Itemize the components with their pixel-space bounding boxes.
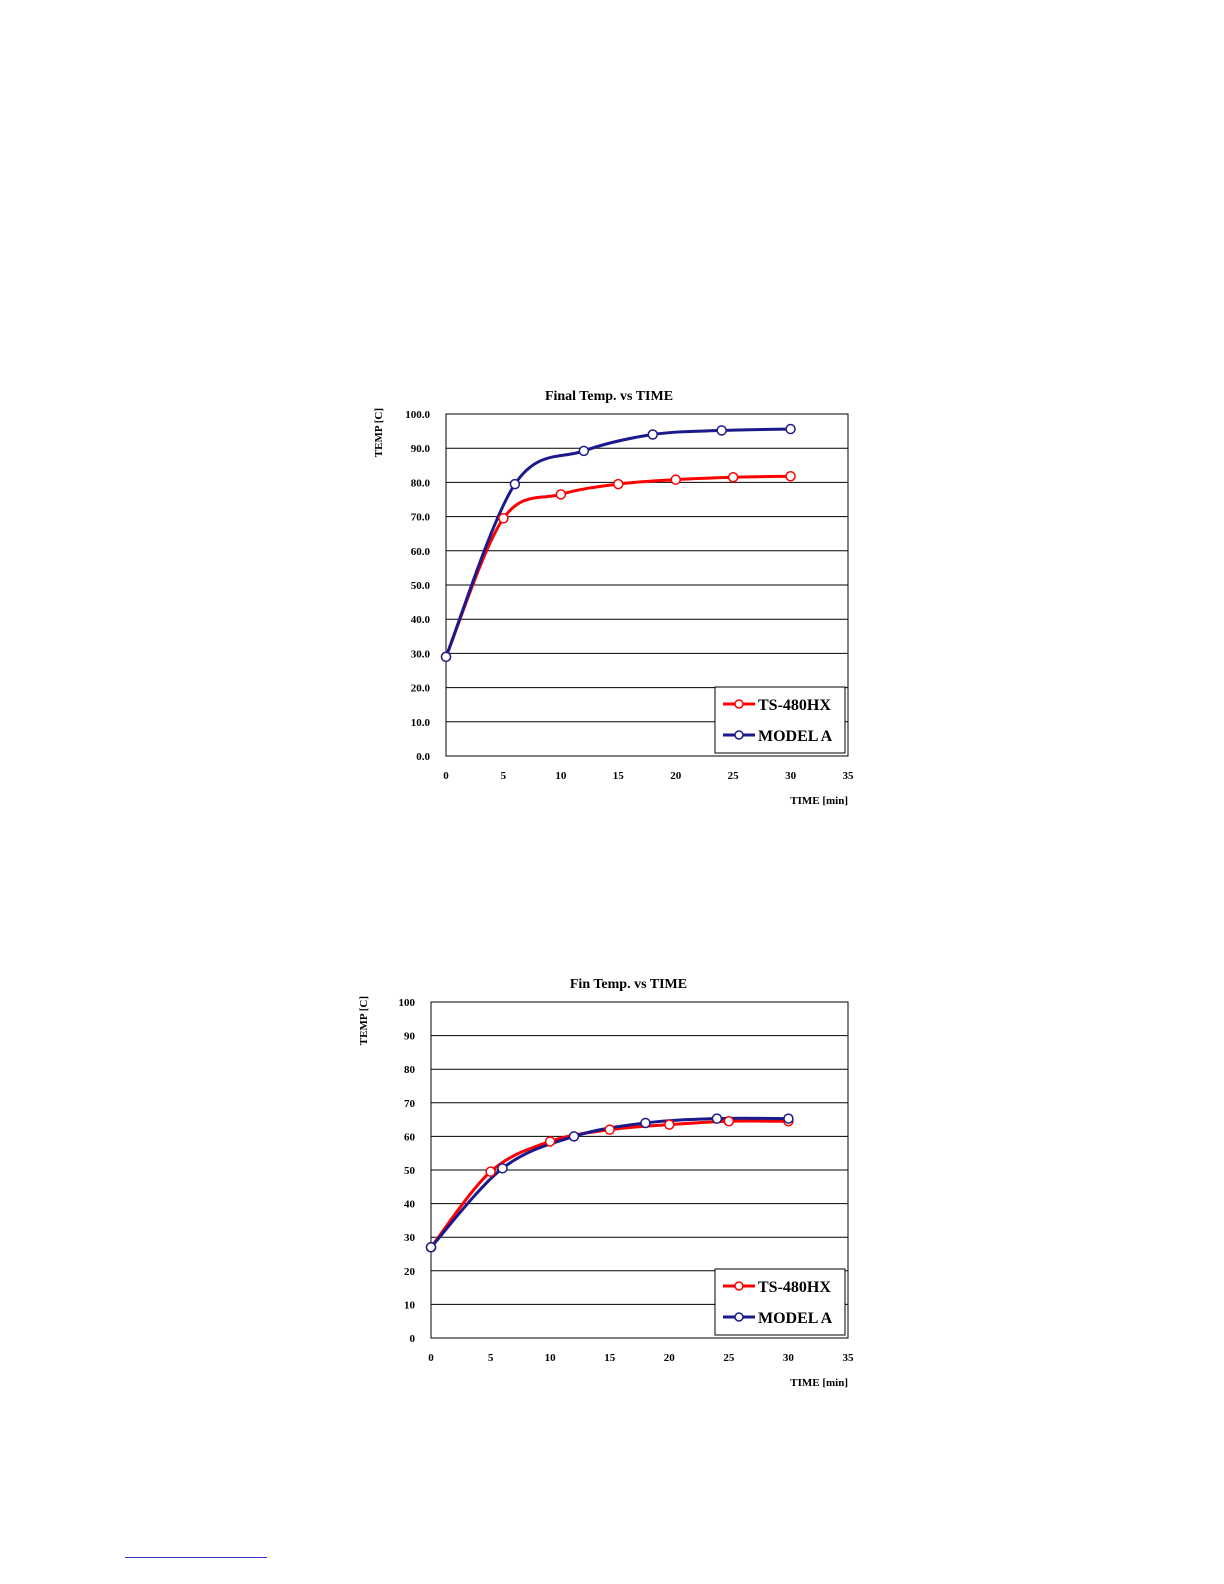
y-tick-label: 10 — [404, 1299, 416, 1311]
data-point-series-1 — [640, 1117, 651, 1129]
data-point-series-0 — [785, 470, 796, 482]
y-axis-label: TEMP [C] — [373, 408, 385, 457]
x-tick-label: 20 — [664, 1352, 676, 1364]
y-tick-label: 100.0 — [405, 409, 430, 421]
data-point-series-0 — [544, 1136, 556, 1147]
data-point-series-1 — [716, 425, 727, 436]
x-tick-label: 30 — [785, 770, 797, 782]
data-point-series-1 — [568, 1131, 580, 1142]
y-tick-label: 100 — [399, 997, 416, 1009]
x-tick-label: 5 — [501, 770, 507, 782]
x-tick-label: 10 — [545, 1352, 557, 1364]
y-tick-label: 30.0 — [411, 648, 431, 660]
legend-label: MODEL A — [758, 1310, 833, 1327]
data-point-series-1 — [425, 1242, 437, 1253]
y-tick-label: 40.0 — [411, 614, 431, 626]
final-temp-chart: Final Temp. vs TIME TEMP [C] TIME [min] 0.0… — [373, 389, 855, 807]
data-point-series-1 — [509, 478, 521, 490]
y-tick-label: 10.0 — [411, 717, 431, 729]
y-tick-label: 30 — [404, 1232, 416, 1244]
data-point-series-0 — [604, 1124, 615, 1135]
legend — [714, 686, 846, 754]
data-point-series-1 — [578, 445, 590, 457]
legend-label: TS-480HX — [758, 1279, 831, 1296]
data-point-series-0 — [498, 513, 509, 524]
chart-title: Final Temp. vs TIME — [545, 389, 673, 404]
data-point-series-1 — [711, 1113, 723, 1124]
x-tick-label: 0 — [443, 770, 449, 782]
data-point-series-1 — [783, 1113, 794, 1124]
x-tick-label: 15 — [613, 770, 625, 782]
y-tick-label: 90.0 — [411, 443, 431, 455]
y-tick-label: 80.0 — [411, 477, 431, 489]
y-tick-label: 80 — [404, 1064, 416, 1076]
y-tick-label: 40 — [404, 1199, 416, 1211]
x-tick-label: 30 — [783, 1352, 795, 1364]
x-tick-label: 5 — [488, 1352, 494, 1364]
y-tick-label: 90 — [404, 1031, 416, 1043]
x-tick-label: 10 — [555, 770, 567, 782]
data-point-series-0 — [485, 1166, 496, 1177]
legend-marker — [734, 730, 744, 740]
data-point-series-0 — [613, 478, 624, 490]
legend-marker — [734, 1312, 744, 1322]
y-axis-label: TEMP [C] — [358, 996, 370, 1045]
y-tick-label: 20.0 — [411, 683, 431, 695]
data-point-series-0 — [664, 1119, 675, 1130]
data-point-series-0 — [727, 472, 739, 483]
x-tick-label: 0 — [428, 1352, 434, 1364]
legend-marker — [734, 699, 744, 709]
data-point-series-1 — [785, 423, 796, 435]
footer-rule — [125, 1557, 267, 1558]
y-tick-label: 60 — [404, 1131, 416, 1143]
chart-title: Fin Temp. vs TIME — [570, 977, 687, 992]
x-tick-label: 35 — [843, 1352, 855, 1364]
x-tick-label: 25 — [728, 770, 740, 782]
y-tick-label: 0 — [410, 1333, 416, 1345]
y-tick-label: 50.0 — [411, 580, 431, 592]
y-tick-label: 70.0 — [411, 512, 431, 524]
legend-label: MODEL A — [758, 728, 833, 745]
x-tick-label: 15 — [604, 1352, 616, 1364]
x-tick-label: 20 — [670, 770, 682, 782]
y-tick-label: 50 — [404, 1165, 416, 1177]
x-tick-label: 25 — [723, 1352, 735, 1364]
data-point-series-0 — [670, 474, 681, 485]
data-point-series-1 — [497, 1163, 508, 1174]
data-point-series-0 — [555, 489, 567, 500]
legend-marker — [734, 1281, 744, 1291]
x-axis-label: TIME [min] — [790, 795, 848, 807]
legend-label: TS-480HX — [758, 697, 831, 714]
y-tick-label: 70 — [404, 1098, 416, 1110]
data-point-series-1 — [440, 651, 452, 663]
x-axis-label: TIME [min] — [790, 1377, 848, 1389]
y-tick-label: 60.0 — [411, 546, 431, 558]
data-point-series-0 — [723, 1116, 735, 1127]
y-tick-label: 20 — [404, 1266, 416, 1278]
legend — [714, 1268, 846, 1336]
x-tick-label: 35 — [843, 770, 855, 782]
data-point-series-1 — [647, 429, 658, 440]
y-tick-label: 0.0 — [416, 751, 430, 763]
